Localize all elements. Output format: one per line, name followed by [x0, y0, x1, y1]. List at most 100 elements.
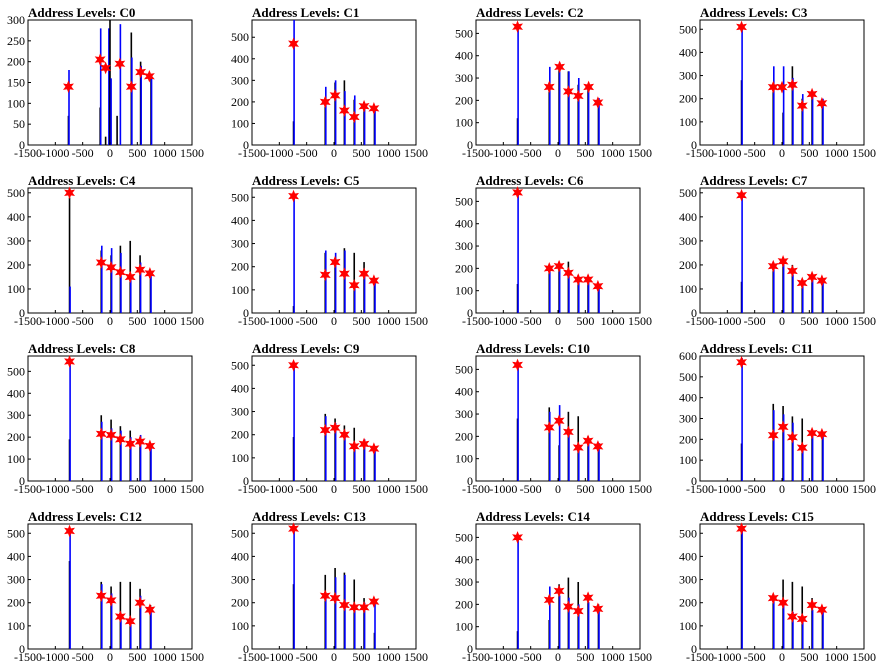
peak-marker-0	[512, 358, 524, 372]
peak-marker-6	[816, 603, 828, 616]
y-tick-label: 200	[7, 258, 25, 272]
y-tick-label: 500	[679, 370, 697, 384]
peak-marker-3	[786, 78, 798, 92]
y-tick-label: 300	[231, 573, 249, 587]
x-tick-label: 500	[352, 146, 370, 160]
peak-marker-5	[134, 596, 146, 610]
peak-marker-5	[582, 591, 594, 604]
x-tick-label: 0	[107, 146, 113, 160]
chart-panel-6: Address Levels: C60100200300400500-1500-…	[455, 173, 652, 328]
peak-marker-3	[338, 104, 350, 117]
x-tick-label: -1000	[713, 146, 741, 160]
y-tick-label: 400	[231, 213, 249, 227]
x-tick-label: -1000	[489, 314, 517, 328]
peak-marker-5	[582, 273, 594, 286]
x-tick-label: -1000	[489, 146, 517, 160]
peak-marker-0	[288, 189, 300, 203]
peak-marker-2	[777, 255, 789, 268]
peak-marker-4	[348, 110, 360, 124]
peak-marker-6	[816, 274, 828, 287]
chart-title: Address Levels: C3	[700, 5, 808, 20]
y-tick-label: 100	[679, 619, 697, 633]
x-tick-label: 500	[800, 650, 818, 664]
peak-marker-2	[329, 255, 341, 269]
x-tick-label: -1500	[238, 146, 266, 160]
peak-marker-4	[125, 80, 137, 93]
peak-marker-6	[368, 102, 380, 115]
x-tick-label: -1500	[686, 650, 714, 664]
peak-marker-2	[553, 259, 565, 273]
peak-marker-3	[338, 267, 350, 280]
chart-panel-0: Address Levels: C0 0 50 100 150 200 250 300 -150…	[7, 5, 204, 160]
x-tick-label: 500	[128, 650, 146, 664]
chart-panel-12: Address Levels: C12 0 100 200 300 400 500 -1500…	[7, 509, 204, 664]
x-tick-label: 1500	[852, 650, 876, 664]
peak-marker-3	[114, 265, 126, 279]
y-tick-label: 300	[679, 573, 697, 587]
peak-marker-5	[134, 435, 146, 448]
x-tick-label: -500	[296, 314, 318, 328]
chart-panel-11: Address Levels: C11 0 100 200 300 400 500 600 -1…	[679, 341, 876, 496]
x-tick-label: 0	[107, 314, 113, 328]
x-tick-label: 1500	[628, 482, 652, 496]
x-tick-label: 1500	[852, 146, 876, 160]
y-tick-label: 100	[455, 620, 473, 634]
x-tick-label: 500	[576, 146, 594, 160]
x-tick-label: -1000	[713, 650, 741, 664]
y-tick-label: 200	[231, 596, 249, 610]
y-tick-label: 0	[243, 474, 249, 488]
peak-marker-0	[512, 531, 524, 544]
x-tick-label: 1000	[153, 482, 177, 496]
x-tick-label: -500	[520, 146, 542, 160]
x-tick-label: -500	[72, 314, 94, 328]
x-tick-label: -1500	[462, 146, 490, 160]
y-tick-label: 400	[679, 391, 697, 405]
peak-marker-2	[329, 591, 341, 605]
y-tick-label: 500	[679, 186, 697, 200]
chart-title: Address Levels: C10	[476, 341, 590, 356]
peak-marker-6	[592, 96, 604, 109]
peak-marker-6	[144, 603, 156, 616]
x-tick-label: 0	[331, 482, 337, 496]
peak-marker-3	[786, 610, 798, 623]
peak-marker-1	[319, 423, 331, 437]
y-tick-label: 400	[455, 385, 473, 399]
peak-marker-1	[767, 428, 779, 442]
x-tick-label: 0	[555, 146, 561, 160]
x-tick-label: -1000	[41, 650, 69, 664]
peak-marker-0	[288, 37, 300, 51]
x-tick-label: 1500	[180, 650, 204, 664]
y-tick-label: 300	[231, 73, 249, 87]
y-tick-label: 400	[231, 381, 249, 395]
peak-marker-1	[94, 53, 106, 66]
y-tick-label: 200	[7, 55, 25, 69]
y-tick-label: 500	[231, 358, 249, 372]
y-tick-label: 300	[7, 13, 25, 27]
y-tick-label: 0	[691, 306, 697, 320]
peak-marker-5	[583, 80, 595, 94]
y-tick-label: 100	[7, 282, 25, 296]
y-tick-label: 50	[13, 117, 25, 131]
y-tick-label: 500	[455, 194, 473, 208]
y-tick-label: 400	[231, 52, 249, 66]
x-tick-label: -500	[744, 482, 766, 496]
x-tick-label: 1500	[180, 482, 204, 496]
x-tick-label: 1000	[825, 482, 849, 496]
x-tick-label: 0	[331, 314, 337, 328]
peak-marker-2	[553, 414, 565, 428]
x-tick-label: -1500	[238, 482, 266, 496]
peak-marker-6	[592, 602, 604, 616]
x-tick-label: 0	[107, 650, 113, 664]
x-tick-label: -500	[72, 650, 94, 664]
x-tick-label: -1000	[265, 314, 293, 328]
x-tick-label: 1500	[628, 650, 652, 664]
peak-marker-3	[338, 598, 350, 612]
x-tick-label: -1000	[41, 482, 69, 496]
peak-marker-0	[736, 188, 748, 202]
peak-marker-4	[796, 441, 808, 454]
y-tick-label: 300	[7, 573, 25, 587]
y-tick-label: 400	[455, 49, 473, 63]
chart-title: Address Levels: C13	[252, 509, 366, 524]
x-tick-label: -1500	[238, 314, 266, 328]
plot-frame	[699, 355, 865, 482]
